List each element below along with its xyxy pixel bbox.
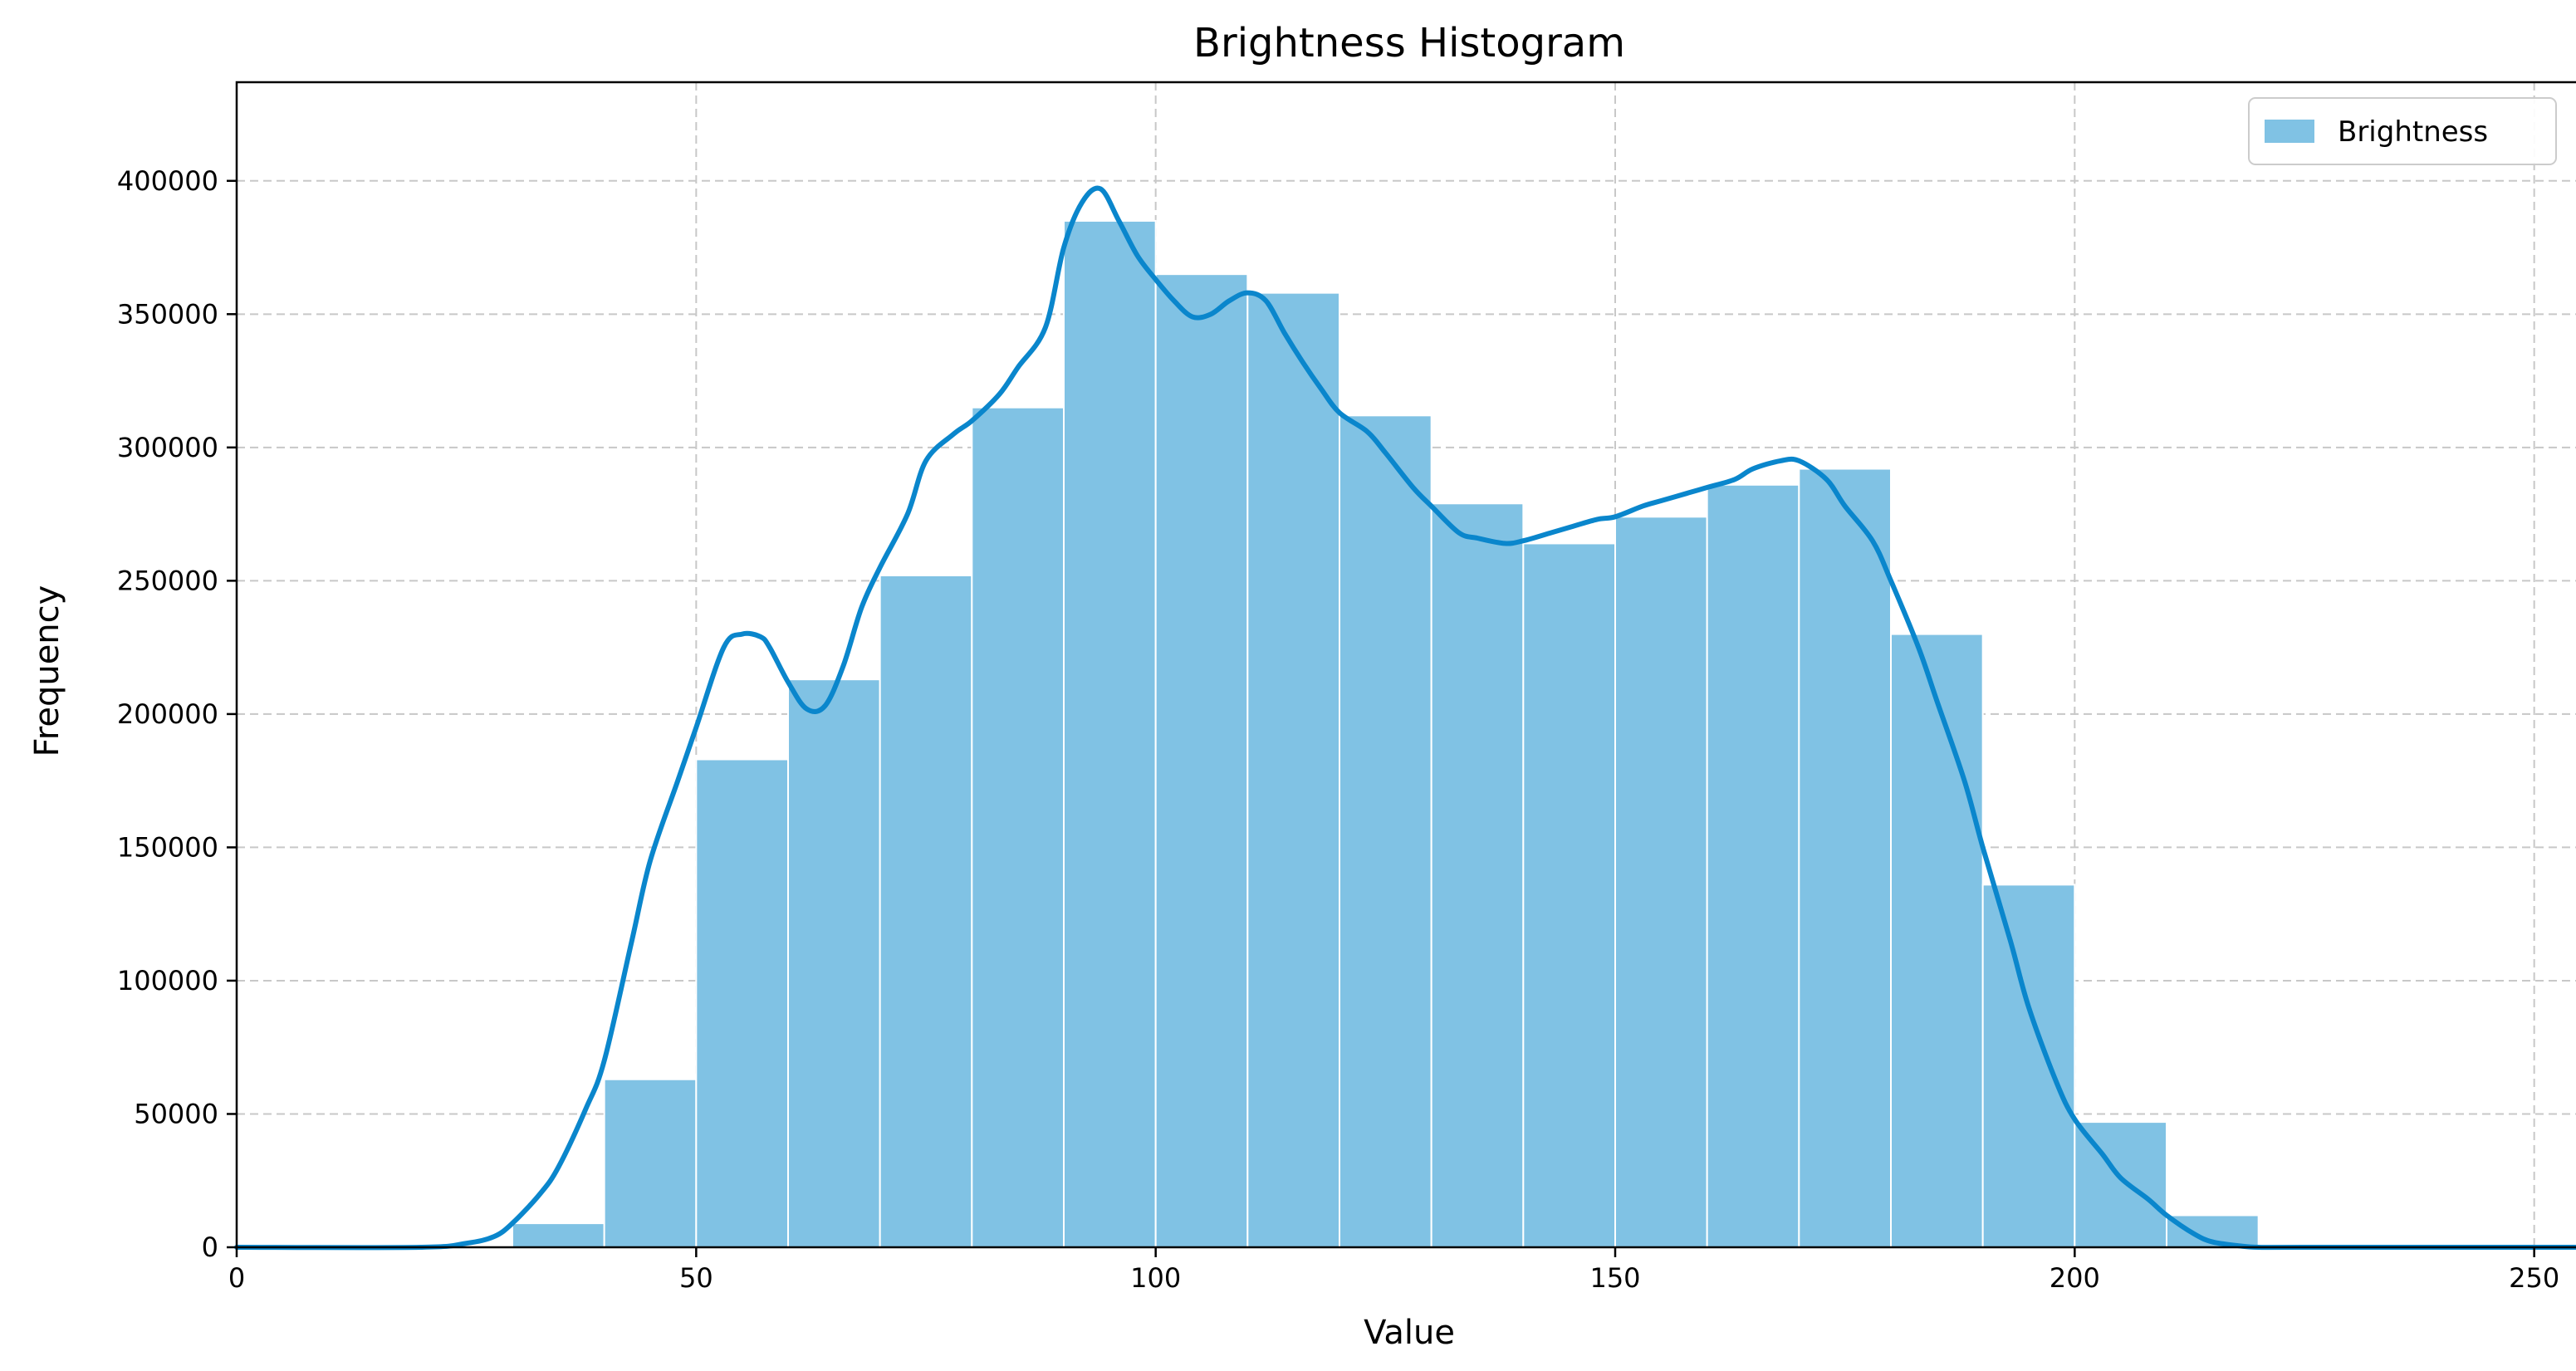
histogram-bar xyxy=(1890,633,1984,1248)
x-tick-label: 50 xyxy=(679,1262,713,1294)
legend-box xyxy=(2248,97,2557,165)
y-tick-label: 350000 xyxy=(117,298,218,330)
chart-title: Brightness Histogram xyxy=(1193,20,1625,66)
x-tick-label: 100 xyxy=(1130,1262,1181,1294)
histogram-bar xyxy=(879,574,973,1248)
histogram-bar xyxy=(1614,516,1708,1248)
y-tick-label: 150000 xyxy=(117,831,218,863)
x-tick-label: 250 xyxy=(2509,1262,2559,1294)
axes xyxy=(235,81,2576,1249)
y-tick-label: 250000 xyxy=(117,565,218,596)
legend: Brightness xyxy=(2248,97,2557,165)
histogram-bar xyxy=(512,1222,605,1248)
tick-labels: 0 50 100 150 200 250 0 50000 100000 150000 200000 2… xyxy=(117,165,2559,1294)
histogram-bar xyxy=(1522,542,1617,1248)
x-tick-label: 200 xyxy=(2050,1262,2100,1294)
histogram-bar xyxy=(1063,219,1157,1248)
y-tick-label: 0 xyxy=(202,1231,218,1263)
histogram-bar xyxy=(1706,483,1800,1248)
y-tick-label: 300000 xyxy=(117,432,218,463)
x-tick-label: 150 xyxy=(1589,1262,1640,1294)
legend-label: Brightness xyxy=(2338,115,2488,149)
density-curve-layer xyxy=(234,185,2576,1251)
density-curve xyxy=(234,185,2576,1251)
histogram-bar xyxy=(787,678,881,1248)
y-tick-label: 200000 xyxy=(117,698,218,730)
y-axis-label: Frequency xyxy=(28,585,66,757)
y-tick-label: 400000 xyxy=(117,165,218,197)
y-tick-label: 50000 xyxy=(134,1098,218,1129)
x-tick-label: 0 xyxy=(228,1262,245,1294)
histogram-bars xyxy=(512,219,2260,1249)
y-tick-label: 100000 xyxy=(117,965,218,996)
histogram-bar xyxy=(1981,884,2076,1248)
histogram-bar xyxy=(1798,468,1892,1248)
histogram-bar xyxy=(603,1078,698,1248)
histogram-bar xyxy=(971,406,1065,1248)
legend-swatch xyxy=(2265,120,2314,143)
plot-frame xyxy=(235,81,2576,1249)
x-axis-label: Value xyxy=(1364,1314,1455,1352)
histogram-bar xyxy=(1246,291,1341,1248)
histogram-bar xyxy=(1154,273,1249,1249)
histogram-bar xyxy=(695,758,789,1248)
histogram-bar xyxy=(1339,414,1432,1248)
histogram-bar xyxy=(1430,502,1525,1248)
